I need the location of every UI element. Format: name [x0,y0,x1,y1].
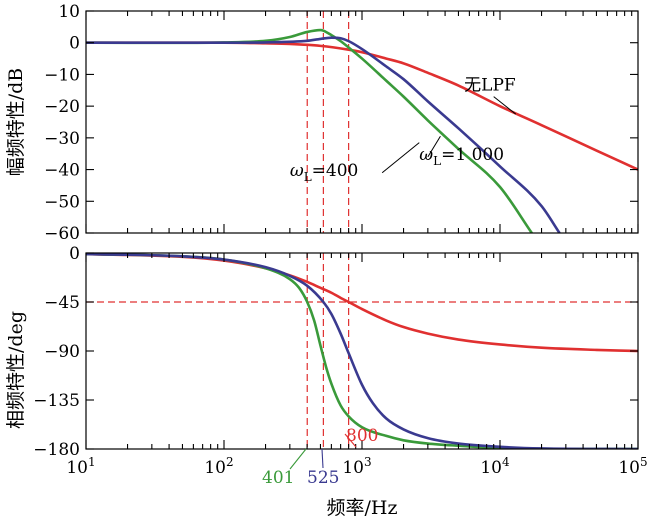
xtick-label: 102 [204,455,233,478]
magnitude-frame [85,10,639,234]
phase-ylabel: 相频特性/deg [5,311,27,429]
magnitude-ytick-label: −20 [44,97,80,117]
leader-no-lpf [493,96,517,115]
vline-leader-401 [289,448,307,470]
phase-ytick-label: 0 [69,244,80,264]
phase-series-2 [86,253,638,449]
magnitude-ytick-label: 0 [69,34,80,54]
magnitude-ytick-label: −50 [44,192,80,212]
magnitude-series-1 [86,28,533,233]
xtick-label: 104 [480,455,510,478]
vline-label-401: 401 [262,468,294,488]
label-wl-1000: ωL=1 000 [419,145,504,168]
xtick-label: 103 [342,455,371,478]
phase-ytick-label: −135 [33,391,80,411]
magnitude-ylabel: 幅频特性/dB [5,68,27,177]
magnitude-ytick-label: −40 [44,161,80,181]
xtick-label: 101 [66,455,95,478]
magnitude-ytick-label: −60 [44,224,80,244]
leader-wl-1000 [427,136,441,158]
phase-frame [85,252,639,450]
magnitude-series-0 [86,41,638,171]
phase-ytick-label: −45 [44,293,80,313]
phase-ytick-label: −90 [44,342,80,362]
vline-leader-800 [344,433,357,448]
magnitude-ytick-label: −10 [44,65,80,85]
frequency-xlabel: 频率/Hz [327,497,398,519]
magnitude-ytick-label: 10 [58,2,80,22]
vline-label-800: 800 [346,426,378,446]
vline-leader-525 [321,448,324,469]
magnitude-series-2 [86,36,561,233]
phase-series-1 [86,253,638,449]
phase-ytick-label: −180 [33,440,80,460]
magnitude-panel: 10 0 −10 −20 −30 −40 −50 −60 无LPF ωL=400 ωL=1 000 [44,2,639,244]
label-no-lpf: 无LPF [464,75,516,95]
magnitude-ytick-label: −30 [44,129,80,149]
leader-wl-400 [381,142,420,174]
label-wl-400: ωL=400 [290,161,359,184]
xtick-label: 105 [618,455,647,478]
vline-label-525: 525 [307,468,339,488]
